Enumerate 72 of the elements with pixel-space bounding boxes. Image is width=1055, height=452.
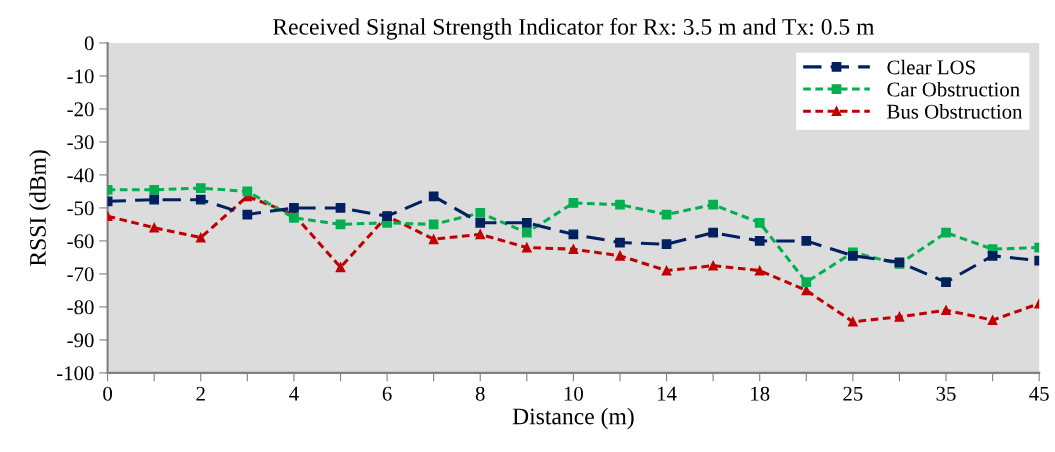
point [242,209,253,220]
point [661,239,672,250]
x-tick-label: 25 [843,386,863,401]
x-tick-label: 18 [751,386,770,401]
point [987,250,998,261]
legend-label: Car Obstruction [887,81,1020,97]
point [941,277,951,288]
chart-title: Received Signal Strength Indicator for Rx: 3.5 m and Tx: 0.5 m [272,17,875,40]
point [475,217,486,228]
y-axis-title: RSSI (dBm) [29,150,51,266]
point [195,194,206,205]
point [149,194,160,205]
point [941,227,951,238]
y-tick-label: -100 [57,366,94,381]
point [149,222,160,233]
point [335,262,346,273]
point [289,203,299,213]
point [801,277,812,288]
y-tick-label: -20 [67,102,94,117]
point [615,237,625,248]
point [708,199,718,210]
point [428,191,439,202]
point [428,219,439,230]
x-tick-label: 2 [196,386,205,401]
point [941,305,951,316]
point [335,203,346,213]
point [475,208,486,218]
point [661,265,672,276]
y-tick-label: -80 [67,300,94,315]
legend-label: Bus Obstruction [887,104,1023,119]
point [801,236,812,246]
point [521,242,532,253]
point [568,198,579,208]
x-axis-title: Distance (m) [512,407,634,430]
point [195,232,206,243]
point [475,229,486,240]
x-tick-label: 14 [657,386,677,401]
point [568,244,579,255]
point [708,260,718,271]
point [894,311,905,322]
point [987,315,998,325]
point [615,250,625,261]
point [848,316,858,327]
y-tick-label: -10 [67,69,94,84]
x-tick-label: 0 [103,386,113,401]
point [242,186,253,197]
y-tick-label: -30 [67,135,94,150]
point [754,236,765,246]
point [568,229,579,240]
point [428,234,439,245]
point [195,183,206,193]
point [521,227,532,238]
y-tick-label: -60 [67,234,94,249]
x-tick-label: 6 [382,386,392,401]
y-tick-label: -40 [67,168,94,183]
y-tick-label: -70 [67,267,94,282]
legend-label: Clear LOS [887,59,975,75]
x-tick-label: 35 [936,386,956,401]
point [615,199,625,210]
point [521,217,532,228]
y-tick-label: 0 [84,36,94,51]
point [149,184,160,195]
x-tick-label: 4 [289,386,299,401]
x-tick-label: 8 [475,386,485,401]
x-tick-label: 45 [1029,386,1049,401]
x-tick-label: 10 [564,386,584,401]
point [754,265,765,276]
point [289,212,299,223]
point [708,227,718,238]
y-tick-label: -50 [67,201,94,216]
y-tick-label: -90 [67,333,94,348]
point [754,217,765,228]
